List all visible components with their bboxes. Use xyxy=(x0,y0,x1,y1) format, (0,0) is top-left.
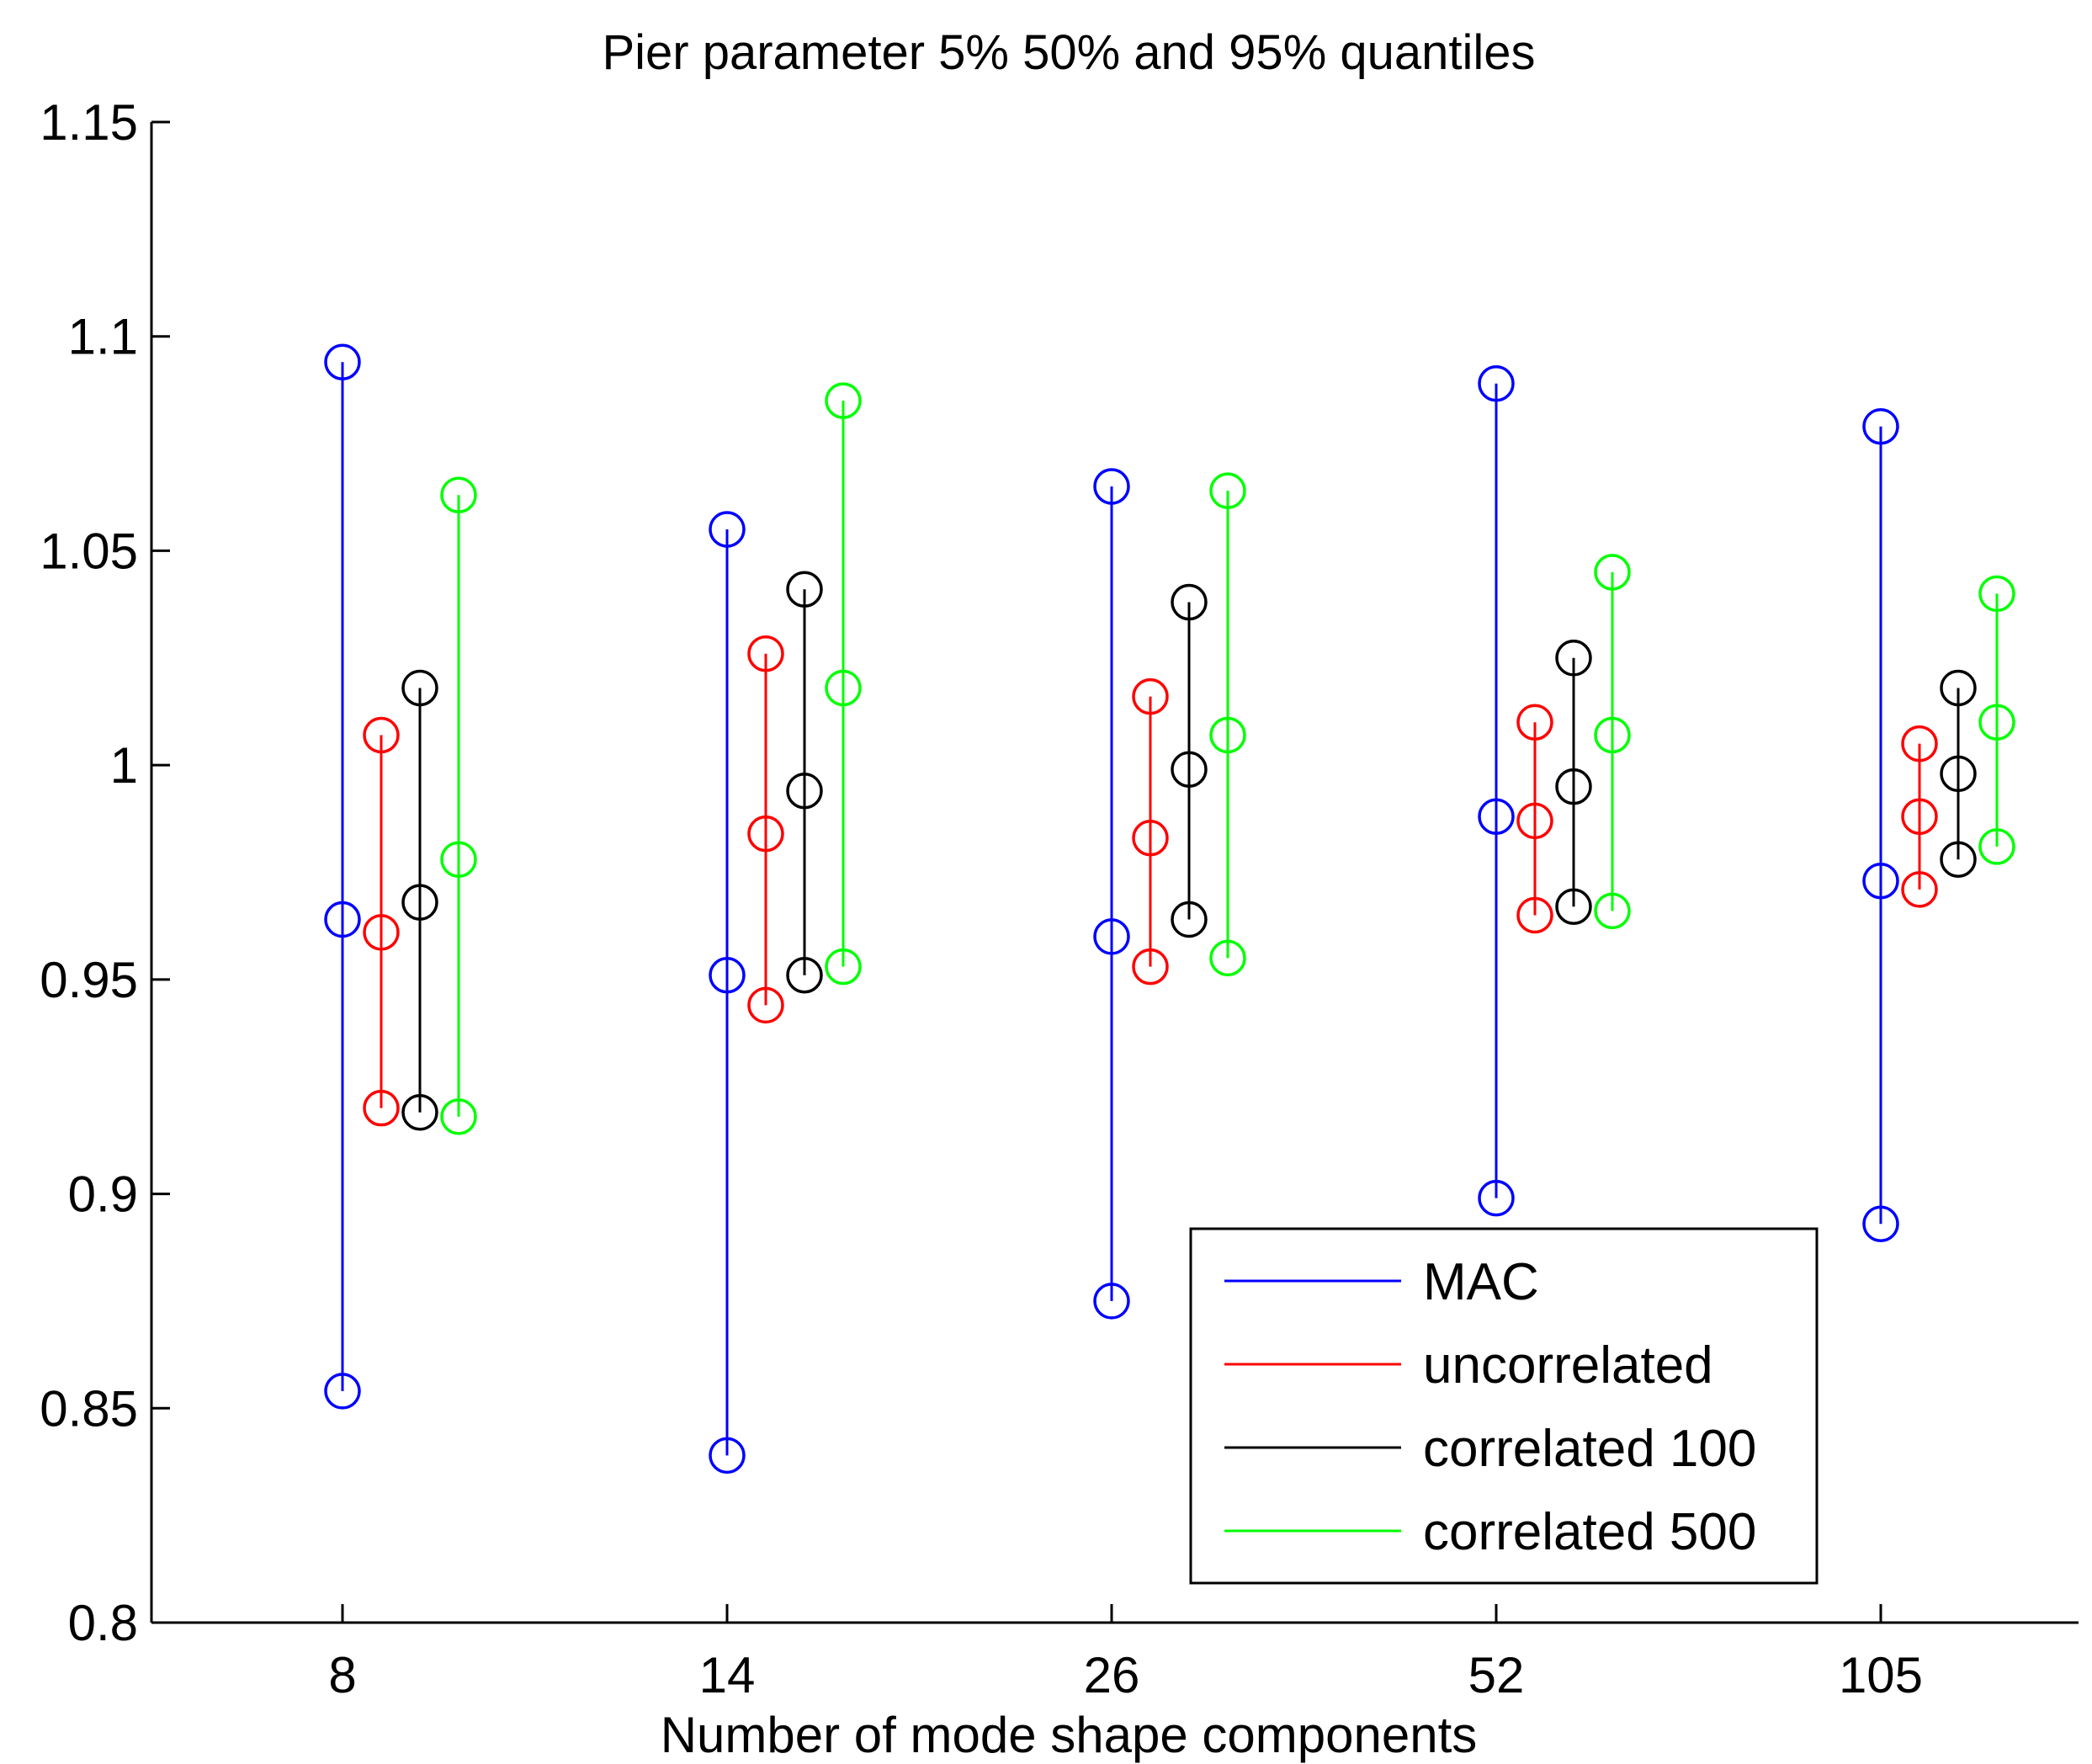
y-tick-label: 1 xyxy=(110,737,138,794)
quantile-marker-50pct xyxy=(1901,798,1938,836)
quantile-marker-50pct xyxy=(1594,716,1631,754)
quantile-marker-95pct xyxy=(747,635,784,672)
quantile-marker-95pct xyxy=(1132,677,1169,715)
quantile-marker-50pct xyxy=(1132,819,1169,857)
quantile-marker-5pct xyxy=(324,1373,361,1410)
quantile-marker-95pct xyxy=(1594,554,1631,591)
x-tick-label: 52 xyxy=(1468,1647,1525,1703)
quantile-marker-50pct xyxy=(440,841,477,878)
quantile-marker-5pct xyxy=(363,1089,400,1127)
quantile-marker-50pct xyxy=(1478,798,1515,836)
quantile-marker-95pct xyxy=(1478,365,1515,402)
chart-title: Pier parameter 5% 50% and 95% quantiles xyxy=(602,25,1535,80)
quantile-marker-95pct xyxy=(1978,575,2015,613)
series-correlated-100 xyxy=(401,571,1977,1131)
quantile-marker-5pct xyxy=(1478,1179,1515,1217)
quantile-marker-5pct xyxy=(440,1098,477,1135)
quantile-marker-95pct xyxy=(1209,472,1246,509)
quantile-marker-95pct xyxy=(440,476,477,513)
quantile-marker-5pct xyxy=(1516,896,1553,934)
quantile-marker-95pct xyxy=(1901,725,1938,762)
legend-box xyxy=(1189,1227,1819,1585)
quantile-marker-50pct xyxy=(1555,768,1592,805)
y-tick-label: 1.05 xyxy=(40,523,138,579)
plot-area xyxy=(324,343,2015,1474)
quantile-marker-5pct xyxy=(401,1094,438,1131)
series-MAC xyxy=(324,343,1899,1474)
quantile-marker-5pct xyxy=(1171,901,1208,938)
quantile-marker-5pct xyxy=(1940,841,1977,878)
quantile-marker-50pct xyxy=(1209,716,1246,754)
y-tick-label: 0.85 xyxy=(40,1380,138,1437)
quantile-marker-5pct xyxy=(1209,939,1246,977)
quantile-marker-95pct xyxy=(1171,583,1208,621)
y-tick-label: 0.95 xyxy=(40,952,138,1008)
x-tick-label: 14 xyxy=(699,1647,756,1703)
quantile-marker-95pct xyxy=(825,382,862,419)
series-correlated-500 xyxy=(440,382,2015,1135)
quantile-marker-50pct xyxy=(363,914,400,951)
legend-label: uncorrelated xyxy=(1423,1336,1713,1395)
quantile-marker-5pct xyxy=(1555,888,1592,926)
quantile-marker-5pct xyxy=(1862,1205,1899,1242)
quantile-marker-5pct xyxy=(747,986,784,1024)
quantile-marker-50pct xyxy=(1093,918,1130,955)
quantile-marker-5pct xyxy=(1132,948,1169,986)
quantile-marker-50pct xyxy=(1862,862,1899,900)
quantile-marker-95pct xyxy=(786,571,823,608)
y-tick-label: 0.8 xyxy=(68,1595,138,1651)
quantile-marker-5pct xyxy=(1978,828,2015,865)
quantile-marker-5pct xyxy=(786,957,823,994)
quantile-marker-5pct xyxy=(1093,1283,1130,1320)
quantile-marker-95pct xyxy=(1862,407,1899,445)
quantile-marker-95pct xyxy=(401,669,438,707)
quantile-marker-95pct xyxy=(1516,704,1553,741)
x-axis-label: Number of mode shape components xyxy=(661,1707,1478,1763)
y-tick-label: 0.9 xyxy=(68,1166,138,1223)
quantile-marker-5pct xyxy=(1594,892,1631,930)
quantile-marker-95pct xyxy=(1555,640,1592,677)
quantile-marker-50pct xyxy=(324,901,361,938)
series-uncorrelated xyxy=(363,635,1938,1127)
axes: 0.8 0.85 0.9 0.95 1 1.05 1.1 1.15 8 14 26 52 105 xyxy=(40,94,2079,1703)
legend-label: correlated 100 xyxy=(1423,1420,1756,1478)
quantile-marker-50pct xyxy=(401,884,438,921)
quantile-marker-95pct xyxy=(1093,468,1130,505)
quantile-marker-5pct xyxy=(1901,871,1938,908)
quantile-marker-95pct xyxy=(709,511,746,548)
x-tick-label: 8 xyxy=(328,1647,356,1703)
quantile-marker-5pct xyxy=(709,1437,746,1474)
quantile-marker-50pct xyxy=(825,669,862,707)
x-tick-label: 105 xyxy=(1839,1647,1923,1703)
y-tick-label: 1.1 xyxy=(68,309,138,365)
quantile-marker-5pct xyxy=(825,948,862,986)
legend: MAC uncorrelated correlated 100 correlated … xyxy=(1189,1227,1819,1585)
quantile-marker-95pct xyxy=(363,716,400,754)
quantile-marker-50pct xyxy=(1940,755,1977,793)
quantile-marker-50pct xyxy=(786,772,823,810)
quantile-marker-50pct xyxy=(1978,704,2015,741)
legend-label: MAC xyxy=(1423,1253,1539,1311)
y-tick-label: 1.15 xyxy=(40,94,138,151)
quantile-marker-50pct xyxy=(709,957,746,994)
x-tick-label: 26 xyxy=(1084,1647,1140,1703)
quantile-marker-95pct xyxy=(1940,669,1977,707)
quantile-marker-50pct xyxy=(1171,751,1208,788)
quantile-marker-50pct xyxy=(1516,802,1553,840)
legend-label: correlated 500 xyxy=(1423,1503,1756,1561)
quantile-marker-50pct xyxy=(747,815,784,853)
quantile-marker-95pct xyxy=(324,343,361,381)
